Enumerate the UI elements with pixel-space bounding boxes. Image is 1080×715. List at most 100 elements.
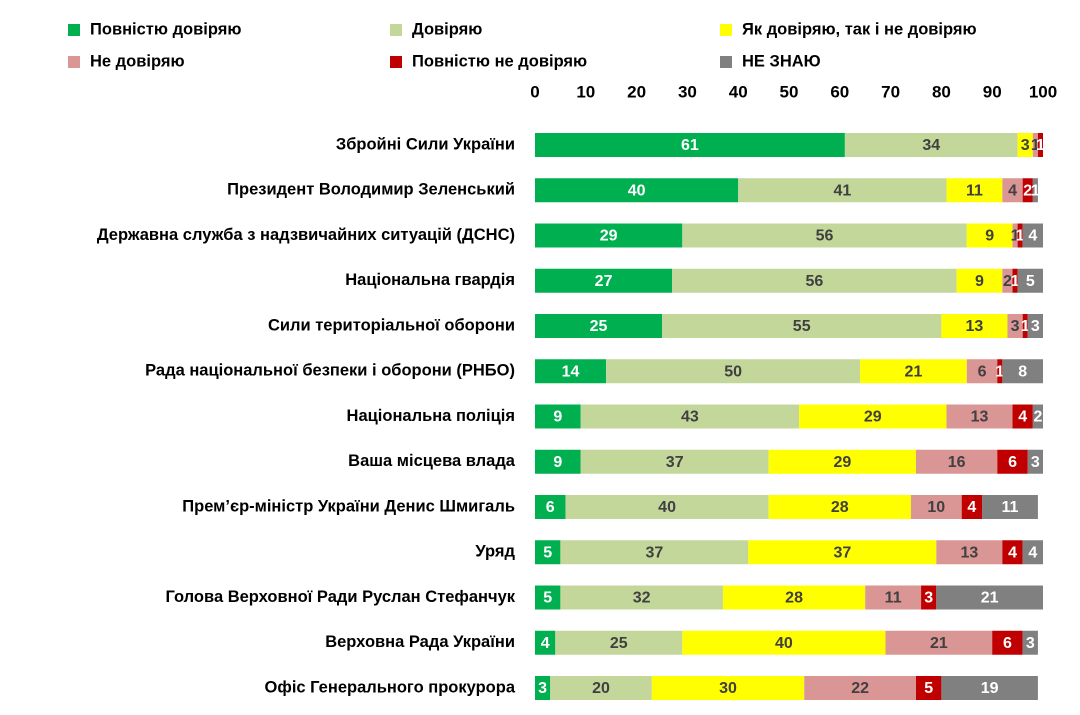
value-label: 6 bbox=[1003, 635, 1012, 652]
bar-segment bbox=[560, 540, 749, 565]
value-label: 50 bbox=[724, 363, 742, 380]
value-label: 1 bbox=[1021, 318, 1030, 335]
bar-segment bbox=[535, 268, 673, 293]
value-label: 37 bbox=[645, 544, 663, 561]
value-label: 4 bbox=[1018, 409, 1027, 426]
bar-segment bbox=[910, 495, 962, 519]
value-label: 11 bbox=[1002, 499, 1019, 516]
value-label: 37 bbox=[666, 454, 684, 471]
legend-swatch bbox=[720, 56, 732, 68]
legend-swatch bbox=[68, 56, 80, 68]
bar-segment bbox=[535, 359, 607, 384]
legend-label: Повністю довіряю bbox=[90, 20, 241, 38]
category-label: Голова Верховної Ради Руслан Стефанчук bbox=[165, 588, 515, 606]
value-label: 4 bbox=[967, 499, 976, 516]
value-label: 5 bbox=[543, 544, 552, 561]
bar-segment bbox=[946, 178, 1003, 203]
bar-segment bbox=[916, 676, 942, 700]
bar-segment bbox=[565, 495, 769, 519]
value-label: 27 bbox=[595, 273, 613, 290]
x-tick-label: 90 bbox=[983, 82, 1002, 101]
bar-segment bbox=[535, 676, 551, 700]
value-label: 5 bbox=[1026, 273, 1035, 290]
bar-segment bbox=[1007, 314, 1023, 338]
x-tick-label: 10 bbox=[576, 82, 595, 101]
x-tick-label: 0 bbox=[530, 82, 539, 101]
bar-segment bbox=[1037, 133, 1043, 157]
value-label: 13 bbox=[966, 318, 984, 335]
value-label: 32 bbox=[633, 590, 651, 607]
value-label: 29 bbox=[864, 409, 882, 426]
x-tick-label: 60 bbox=[830, 82, 849, 101]
bar-segment bbox=[1027, 449, 1043, 474]
legend-swatch bbox=[720, 24, 732, 36]
value-label: 13 bbox=[971, 409, 989, 426]
category-label: Верховна Рада України bbox=[325, 633, 515, 651]
value-label: 10 bbox=[927, 499, 945, 516]
value-label: 21 bbox=[930, 635, 948, 652]
bar-segment bbox=[535, 449, 581, 474]
category-label: Національна поліція bbox=[347, 407, 515, 425]
bar-segment bbox=[844, 133, 1018, 157]
bar-segment bbox=[1017, 223, 1023, 248]
value-label: 13 bbox=[960, 544, 978, 561]
x-tick-label: 50 bbox=[780, 82, 799, 101]
value-label: 6 bbox=[1008, 454, 1017, 471]
bar-segment bbox=[941, 314, 1008, 338]
value-label: 4 bbox=[1008, 544, 1017, 561]
bar-segment bbox=[992, 630, 1023, 655]
legend-swatch bbox=[390, 24, 402, 36]
bar-segment bbox=[936, 585, 1043, 610]
value-label: 22 bbox=[851, 680, 869, 697]
bar-segment bbox=[580, 404, 800, 429]
bar-segment bbox=[1032, 404, 1043, 429]
bar-segment bbox=[748, 540, 937, 565]
value-label: 2 bbox=[1033, 409, 1042, 426]
value-label: 5 bbox=[924, 680, 933, 697]
bar-segment bbox=[1032, 133, 1038, 157]
bar-segment bbox=[997, 359, 1003, 384]
bar-segment bbox=[865, 585, 922, 610]
value-label: 30 bbox=[719, 680, 737, 697]
bar-segment bbox=[997, 449, 1028, 474]
value-label: 14 bbox=[562, 363, 580, 380]
bar-segment bbox=[535, 404, 581, 429]
bar-segment bbox=[1032, 178, 1038, 203]
bar-segment bbox=[1012, 223, 1018, 248]
bar-segment bbox=[535, 495, 566, 519]
bar-segment bbox=[768, 449, 916, 474]
bar-segment bbox=[1022, 314, 1028, 338]
value-label: 40 bbox=[775, 635, 793, 652]
value-label: 9 bbox=[975, 273, 984, 290]
bar-segment bbox=[535, 540, 561, 565]
value-label: 21 bbox=[905, 363, 923, 380]
bar-segment bbox=[860, 359, 967, 384]
value-label: 1 bbox=[1031, 182, 1040, 199]
bar-segment bbox=[662, 314, 942, 338]
legend-swatch bbox=[68, 24, 80, 36]
bar-segment bbox=[535, 630, 556, 655]
bar-segment bbox=[555, 630, 683, 655]
category-label: Державна служба з надзвичайних ситуацій … bbox=[97, 226, 515, 244]
bar-segment bbox=[885, 630, 993, 655]
bar-segment bbox=[982, 495, 1038, 519]
bar-segment bbox=[550, 676, 652, 700]
bar-segment bbox=[1022, 540, 1043, 565]
value-label: 3 bbox=[1021, 137, 1030, 154]
bar-segment bbox=[722, 585, 866, 610]
category-label: Президент Володимир Зеленський bbox=[227, 181, 515, 199]
legend-label: Довіряю bbox=[412, 20, 482, 38]
value-label: 61 bbox=[681, 137, 699, 154]
bar-segment bbox=[1002, 268, 1013, 293]
bar-segment bbox=[1012, 268, 1018, 293]
value-label: 56 bbox=[806, 273, 824, 290]
value-label: 56 bbox=[816, 228, 834, 245]
value-label: 1 bbox=[995, 363, 1004, 380]
value-label: 1 bbox=[1011, 228, 1020, 245]
bar-segment bbox=[946, 404, 1013, 429]
value-label: 3 bbox=[1031, 454, 1040, 471]
value-label: 6 bbox=[978, 363, 987, 380]
bar-segment bbox=[606, 359, 861, 384]
value-label: 11 bbox=[966, 182, 983, 199]
